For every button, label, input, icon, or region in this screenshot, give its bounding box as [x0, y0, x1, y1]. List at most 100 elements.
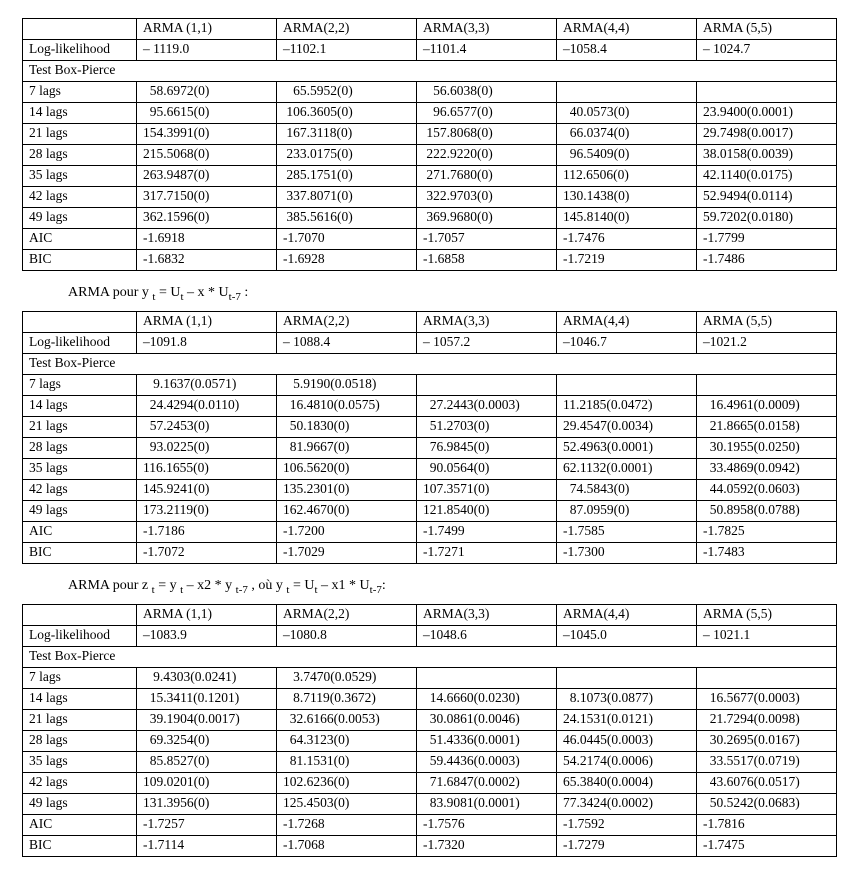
row-label: 28 lags — [23, 730, 137, 751]
cell: –1021.2 — [696, 332, 836, 353]
cell: 90.0564(0) — [416, 458, 556, 479]
table-row: 42 lags109.0201(0)102.6236(0) 71.6847(0.… — [23, 772, 837, 793]
cell: 59.7202(0.0180) — [696, 208, 836, 229]
cell: 30.2695(0.0167) — [696, 730, 836, 751]
cell: -1.6832 — [136, 250, 276, 271]
cell: -1.7029 — [276, 542, 416, 563]
cell: 42.1140(0.0175) — [696, 166, 836, 187]
cell: 21.8665(0.0158) — [696, 416, 836, 437]
cell: 322.9703(0) — [416, 187, 556, 208]
table-row: 42 lags317.7150(0) 337.8071(0) 322.9703(… — [23, 187, 837, 208]
cell: 109.0201(0) — [136, 772, 276, 793]
column-header: ARMA(2,2) — [276, 19, 416, 40]
cell: -1.7476 — [556, 229, 696, 250]
cell: -1.7320 — [416, 835, 556, 856]
cell: 23.9400(0.0001) — [696, 103, 836, 124]
loglik-row: Log-likelihood– 1119.0–1102.1–1101.4–105… — [23, 40, 837, 61]
row-label: 35 lags — [23, 166, 137, 187]
cell: 50.8958(0.0788) — [696, 500, 836, 521]
cell: 24.4294(0.0110) — [136, 395, 276, 416]
cell: 135.2301(0) — [276, 479, 416, 500]
column-header: ARMA(2,2) — [276, 311, 416, 332]
row-label: 49 lags — [23, 793, 137, 814]
section-title: ARMA pour z t = y t – x2 * y t-7 , où y … — [68, 578, 837, 596]
cell: – 1021.1 — [696, 625, 836, 646]
cell: -1.7483 — [696, 542, 836, 563]
row-label: 14 lags — [23, 688, 137, 709]
cell: 102.6236(0) — [276, 772, 416, 793]
cell: -1.7186 — [136, 521, 276, 542]
cell: –1045.0 — [556, 625, 696, 646]
cell: 16.4961(0.0009) — [696, 395, 836, 416]
row-label: 14 lags — [23, 395, 137, 416]
cell: 58.6972(0) — [136, 82, 276, 103]
bic-row: BIC-1.6832-1.6928-1.6858-1.7219-1.7486 — [23, 250, 837, 271]
cell: 173.2119(0) — [136, 500, 276, 521]
cell: -1.7475 — [696, 835, 836, 856]
cell: 222.9220(0) — [416, 145, 556, 166]
cell: 50.1830(0) — [276, 416, 416, 437]
cell: 5.9190(0.0518) — [276, 374, 416, 395]
table-row: 14 lags 15.3411(0.1201) 8.7119(0.3672) 1… — [23, 688, 837, 709]
row-label: BIC — [23, 542, 137, 563]
cell — [416, 374, 556, 395]
cell — [696, 374, 836, 395]
table-row: 21 lags 39.1904(0.0017) 32.6166(0.0053) … — [23, 709, 837, 730]
cell: 81.9667(0) — [276, 437, 416, 458]
cell: 11.2185(0.0472) — [556, 395, 696, 416]
cell: 8.1073(0.0877) — [556, 688, 696, 709]
header-row: ARMA (1,1)ARMA(2,2)ARMA(3,3)ARMA(4,4)ARM… — [23, 604, 837, 625]
cell: 65.5952(0) — [276, 82, 416, 103]
header-empty — [23, 19, 137, 40]
cell: 285.1751(0) — [276, 166, 416, 187]
cell: 3.7470(0.0529) — [276, 667, 416, 688]
cell: -1.7068 — [276, 835, 416, 856]
column-header: ARMA (5,5) — [696, 604, 836, 625]
cell: –1046.7 — [556, 332, 696, 353]
cell: -1.7279 — [556, 835, 696, 856]
cell: 15.3411(0.1201) — [136, 688, 276, 709]
cell: 54.2174(0.0006) — [556, 751, 696, 772]
cell: 116.1655(0) — [136, 458, 276, 479]
cell: 62.1132(0.0001) — [556, 458, 696, 479]
cell: -1.7072 — [136, 542, 276, 563]
header-row: ARMA (1,1)ARMA(2,2)ARMA(3,3)ARMA(4,4)ARM… — [23, 311, 837, 332]
column-header: ARMA (1,1) — [136, 311, 276, 332]
cell: 167.3118(0) — [276, 124, 416, 145]
cell: – 1088.4 — [276, 332, 416, 353]
cell: –1048.6 — [416, 625, 556, 646]
cell: 30.1955(0.0250) — [696, 437, 836, 458]
cell: 56.6038(0) — [416, 82, 556, 103]
table-row: 14 lags 95.6615(0) 106.3605(0) 96.6577(0… — [23, 103, 837, 124]
cell: 107.3571(0) — [416, 479, 556, 500]
cell: 157.8068(0) — [416, 124, 556, 145]
arma-table: ARMA (1,1)ARMA(2,2)ARMA(3,3)ARMA(4,4)ARM… — [22, 311, 837, 564]
cell: 131.3956(0) — [136, 793, 276, 814]
cell: -1.7114 — [136, 835, 276, 856]
cell: 106.3605(0) — [276, 103, 416, 124]
row-label: Log-likelihood — [23, 332, 137, 353]
header-empty — [23, 604, 137, 625]
cell: – 1119.0 — [136, 40, 276, 61]
cell: 337.8071(0) — [276, 187, 416, 208]
cell: 76.9845(0) — [416, 437, 556, 458]
cell — [696, 82, 836, 103]
cell: -1.7257 — [136, 814, 276, 835]
cell: 33.5517(0.0719) — [696, 751, 836, 772]
cell: 27.2443(0.0003) — [416, 395, 556, 416]
cell: 29.4547(0.0034) — [556, 416, 696, 437]
column-header: ARMA(3,3) — [416, 311, 556, 332]
cell: 385.5616(0) — [276, 208, 416, 229]
cell: 121.8540(0) — [416, 500, 556, 521]
cell: 96.5409(0) — [556, 145, 696, 166]
column-header: ARMA(4,4) — [556, 311, 696, 332]
cell: 93.0225(0) — [136, 437, 276, 458]
cell: 95.6615(0) — [136, 103, 276, 124]
cell: -1.7816 — [696, 814, 836, 835]
section-title: ARMA pour y t = Ut – x * Ut-7 : — [68, 285, 837, 303]
row-label: 21 lags — [23, 709, 137, 730]
cell: 215.5068(0) — [136, 145, 276, 166]
box-pierce-header-row: Test Box-Pierce — [23, 646, 837, 667]
column-header: ARMA(3,3) — [416, 19, 556, 40]
row-label: Log-likelihood — [23, 40, 137, 61]
